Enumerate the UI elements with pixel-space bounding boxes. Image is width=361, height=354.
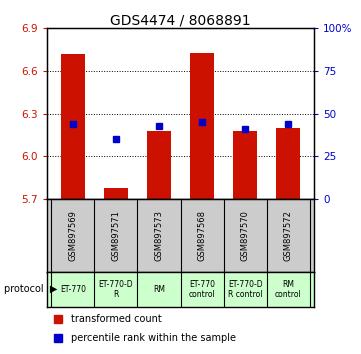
Bar bbox=[104, 188, 128, 199]
Text: percentile rank within the sample: percentile rank within the sample bbox=[71, 333, 236, 343]
Bar bbox=[147, 131, 171, 199]
Title: GDS4474 / 8068891: GDS4474 / 8068891 bbox=[110, 13, 251, 27]
Text: GSM897569: GSM897569 bbox=[68, 210, 77, 261]
Text: ET-770-D
R control: ET-770-D R control bbox=[228, 280, 262, 299]
Bar bbox=[277, 128, 300, 199]
Text: GSM897573: GSM897573 bbox=[155, 210, 164, 261]
Text: GSM897572: GSM897572 bbox=[284, 210, 293, 261]
Text: protocol  ▶: protocol ▶ bbox=[4, 285, 57, 295]
Bar bbox=[233, 131, 257, 199]
Text: GSM897570: GSM897570 bbox=[241, 210, 249, 261]
Text: RM
control: RM control bbox=[275, 280, 301, 299]
Bar bbox=[190, 52, 214, 199]
Bar bbox=[61, 54, 84, 199]
Text: ET-770-D
R: ET-770-D R bbox=[99, 280, 133, 299]
Text: transformed count: transformed count bbox=[71, 314, 162, 324]
Text: GSM897571: GSM897571 bbox=[112, 210, 120, 261]
Text: ET-770
control: ET-770 control bbox=[189, 280, 216, 299]
Text: ET-770: ET-770 bbox=[60, 285, 86, 294]
Text: RM: RM bbox=[153, 285, 165, 294]
Text: GSM897568: GSM897568 bbox=[197, 210, 206, 261]
